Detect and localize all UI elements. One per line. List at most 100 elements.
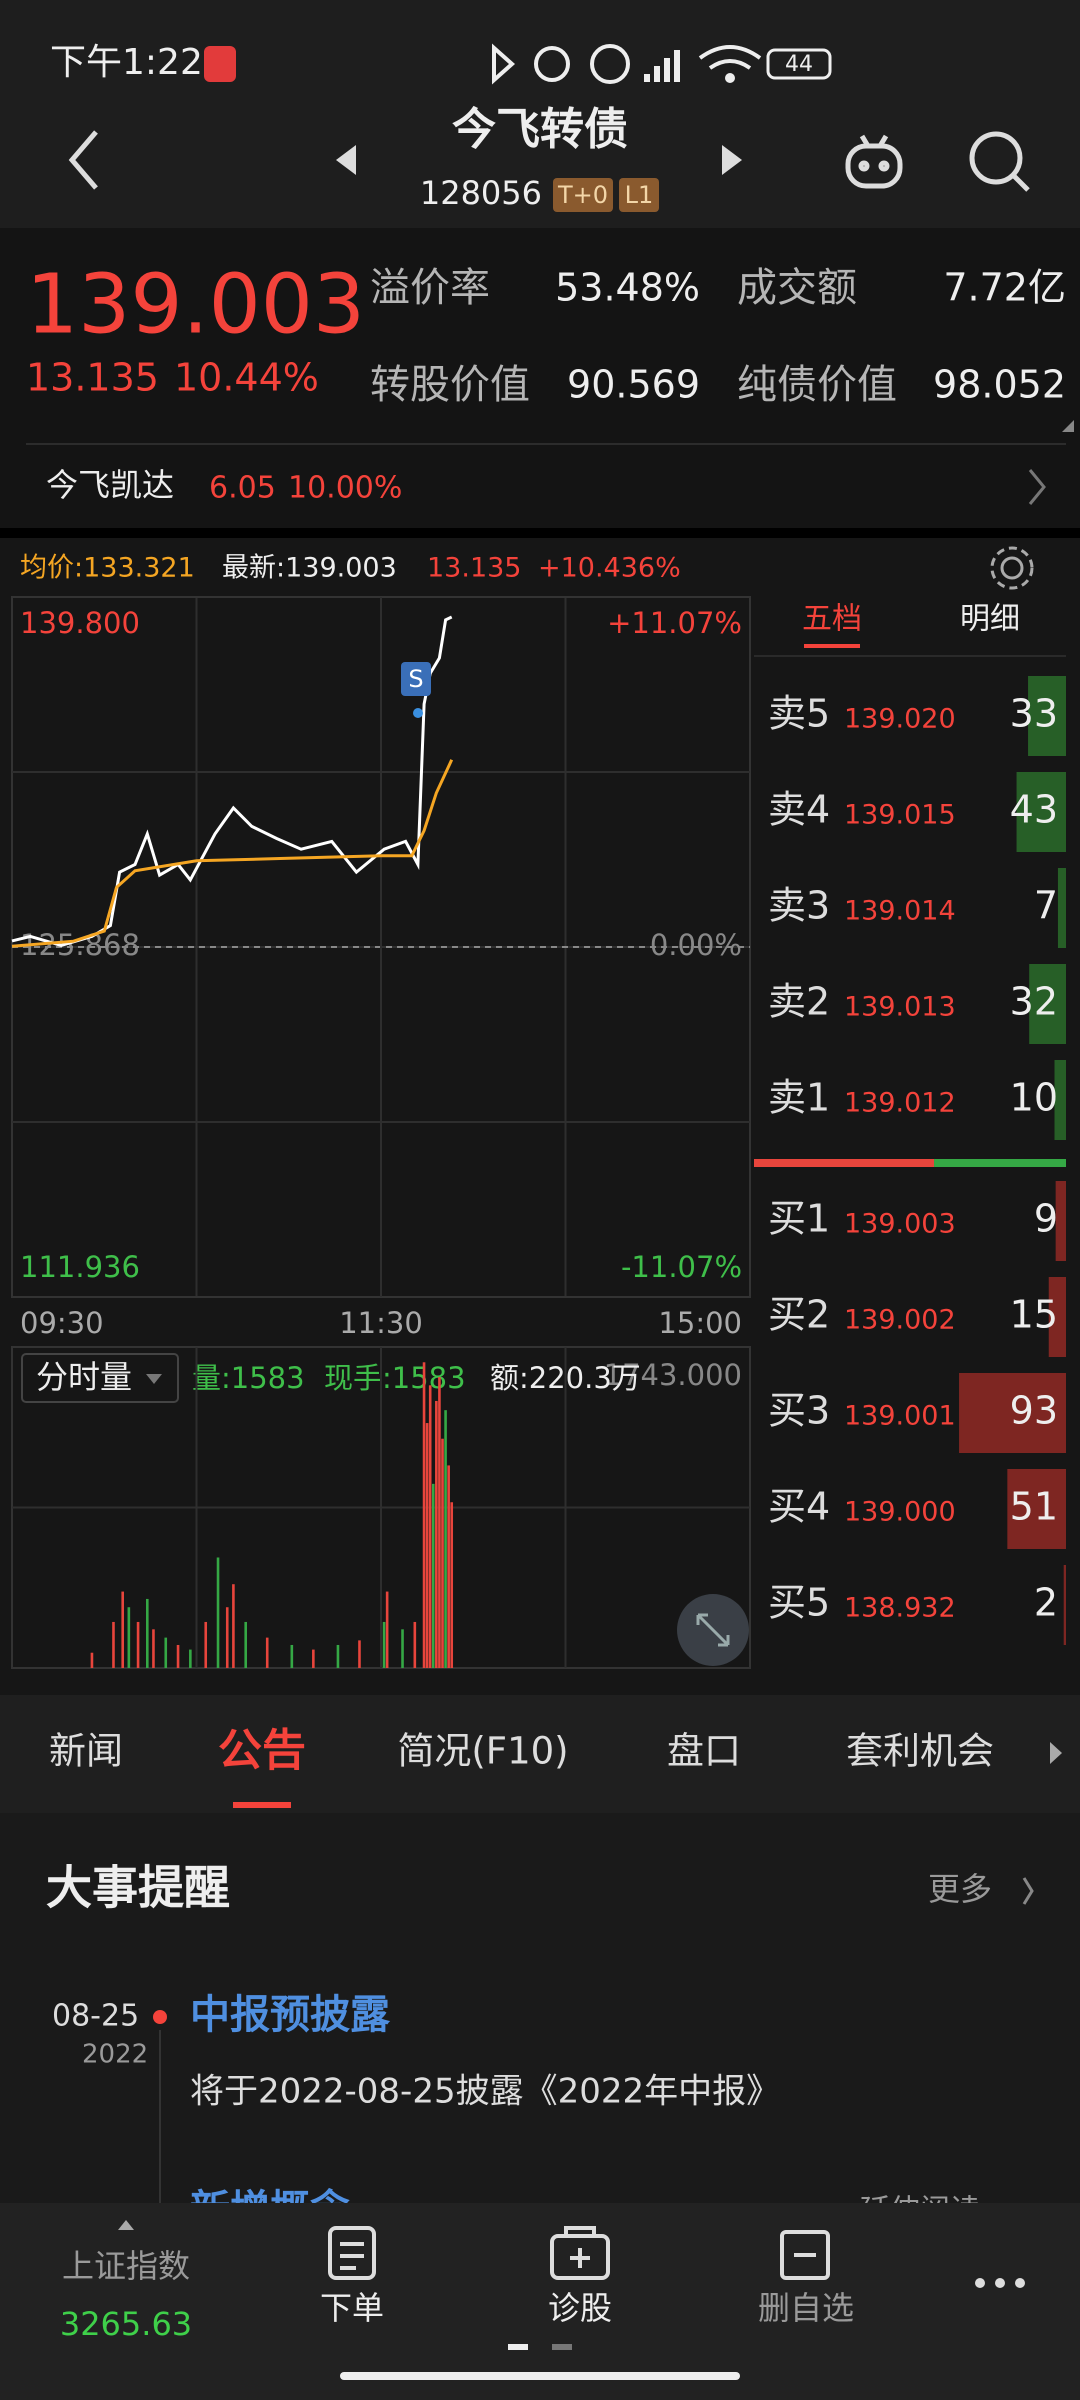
back-button[interactable]: [68, 130, 98, 190]
volume-bar: [312, 1649, 315, 1668]
depth-bar: [1055, 1181, 1066, 1261]
tag-bg: [619, 178, 659, 212]
volume-bar: [385, 1591, 389, 1668]
volume-bar: [290, 1644, 294, 1668]
volume-bar: [431, 1483, 435, 1668]
expand-icon: [696, 1613, 730, 1647]
ratio-bar-bid: [754, 1159, 934, 1167]
order-price: 139.020: [844, 704, 956, 735]
depth-bar: [959, 1373, 1066, 1453]
timeline-dot: [153, 2010, 167, 2024]
signal-dot: [413, 708, 423, 718]
more-button[interactable]: [975, 2278, 1025, 2288]
volume-bar: [425, 1423, 429, 1668]
index-name: 上证指数: [62, 2247, 190, 2285]
volume-bar: [204, 1621, 208, 1668]
tabs-bg: [0, 1695, 1080, 1813]
chart-change: 13.135: [427, 553, 521, 584]
events-more[interactable]: 更多: [928, 1870, 992, 1908]
volume-bar: [441, 1438, 444, 1668]
order-qty: 51: [1010, 1485, 1058, 1529]
volume-bar: [232, 1584, 235, 1668]
status-time: 下午1:22: [50, 42, 203, 83]
y-tick-label: 111.936: [20, 1250, 140, 1284]
events-bg: [0, 1813, 1080, 2203]
y-tick-label: 139.800: [20, 606, 140, 640]
next-button[interactable]: [722, 145, 742, 175]
order-label: 卖5: [768, 692, 830, 736]
stat-label: 转股价值: [370, 362, 530, 408]
signal-icon: [644, 50, 680, 82]
tag: L1: [625, 181, 654, 209]
tab[interactable]: 盘口: [667, 1730, 741, 1773]
event-year: 2022: [82, 2040, 148, 2070]
order-qty: 32: [1010, 980, 1058, 1024]
order-price: 139.012: [844, 1088, 956, 1119]
depth-bar: [1054, 1060, 1066, 1140]
battery: [766, 48, 832, 80]
tab[interactable]: 套利机会: [846, 1730, 994, 1773]
volume-bar: [136, 1621, 140, 1668]
header-bg: [0, 0, 1080, 228]
chevron: [1028, 469, 1046, 505]
depth-bar: [1028, 676, 1066, 756]
x-tick-label: 09:30: [20, 1306, 104, 1340]
settings-button[interactable]: [990, 546, 1034, 590]
search-button[interactable]: [969, 131, 1030, 192]
y2-tick-label: 0.00%: [650, 928, 742, 962]
page-indicator: [508, 2344, 528, 2350]
order-label: 买5: [768, 1581, 830, 1625]
latest-price: 最新:139.003: [222, 553, 397, 584]
order-price: 139.014: [844, 896, 956, 927]
orderbook-tab[interactable]: 五档: [802, 602, 862, 637]
tab[interactable]: 公告: [218, 1725, 306, 1776]
order-label: 买2: [768, 1293, 830, 1337]
related-stock-row[interactable]: 今飞凯达 6.05 10.00%: [46, 466, 1046, 506]
tag: T+0: [557, 181, 608, 209]
robot-button[interactable]: [845, 134, 903, 189]
stat-label: 纯债价值: [737, 362, 897, 408]
volume-bar: [164, 1637, 168, 1668]
nav-item[interactable]: 下单: [320, 2289, 384, 2327]
volume-bar: [450, 1502, 454, 1668]
battery-level: 44: [785, 52, 813, 77]
order-price: 139.003: [844, 1209, 956, 1240]
volume: 量:1583: [192, 1361, 305, 1395]
orderbook-tab[interactable]: 明细: [960, 602, 1020, 637]
event-title[interactable]: 中报预披露: [190, 1992, 391, 2038]
nav-item[interactable]: 诊股: [548, 2289, 612, 2327]
nav-icons: [328, 2226, 830, 2280]
stat-value: 90.569: [567, 363, 700, 407]
signal-badge: [401, 662, 431, 696]
prev-button[interactable]: [336, 145, 356, 175]
volume-bar: [428, 1385, 432, 1668]
volume-bar: [121, 1591, 124, 1668]
status-icons: [492, 43, 762, 85]
x-tick-label: 15:00: [658, 1306, 742, 1340]
chevron: [1022, 1877, 1034, 1905]
volume-selector[interactable]: [21, 1353, 179, 1403]
page-indicator: [552, 2344, 572, 2350]
nav-item[interactable]: 删自选: [758, 2289, 854, 2327]
volume-selector-label: 分时量: [36, 1358, 132, 1396]
related-stock-name: 今飞凯达: [46, 466, 174, 504]
separator: [0, 528, 1080, 538]
order-price: 139.013: [844, 992, 956, 1023]
order-label: 卖2: [768, 980, 830, 1024]
tabs-more[interactable]: [1050, 1742, 1062, 1764]
order-qty: 2: [1034, 1581, 1058, 1625]
tag-bg: [553, 178, 613, 212]
index-expand[interactable]: [118, 2220, 134, 2230]
order-qty: 33: [1010, 692, 1058, 736]
order-price: 139.002: [844, 1305, 956, 1336]
volume-bar: [336, 1644, 340, 1668]
tab[interactable]: 简况(F10): [397, 1730, 568, 1773]
tab-underline: [804, 644, 860, 648]
amount: 额:220.3万: [490, 1361, 641, 1395]
tab[interactable]: 新闻: [49, 1730, 123, 1773]
volume-tick-label: 1743.000: [604, 1358, 742, 1392]
bottom-nav-bg: [0, 2203, 1080, 2400]
tab-underline: [233, 1802, 291, 1808]
stat-label: 成交额: [737, 265, 857, 311]
related-stock-pct: 10.00%: [288, 471, 402, 506]
